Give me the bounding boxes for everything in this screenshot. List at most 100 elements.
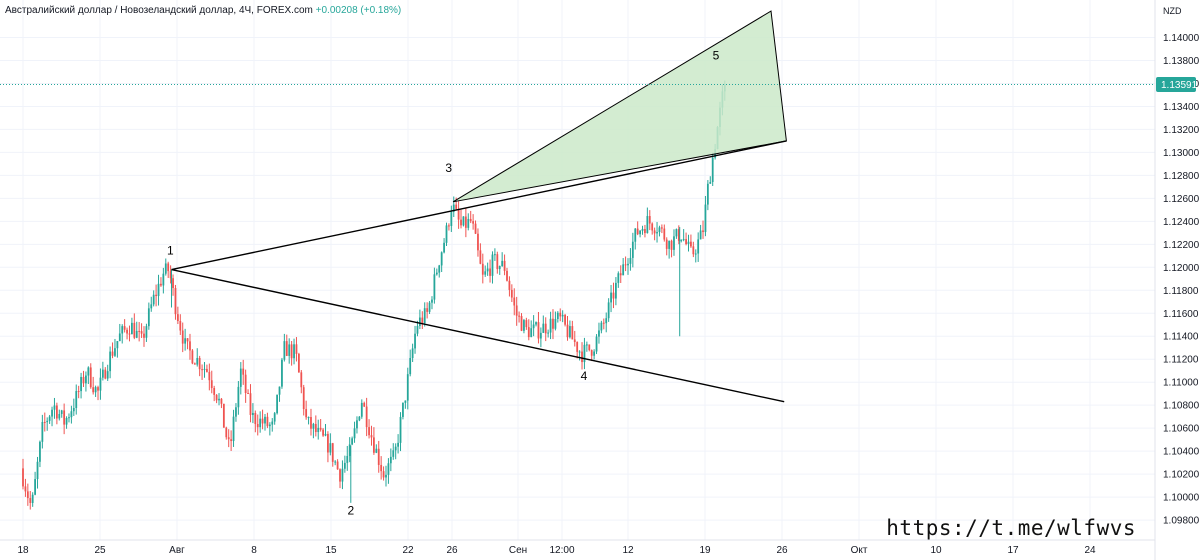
candle-body [70, 411, 73, 418]
candle-body [414, 333, 416, 349]
time-tick-label: 19 [699, 545, 711, 556]
candle-body [329, 443, 332, 453]
candle-body [235, 407, 237, 417]
candle-body [87, 367, 90, 376]
candle-body [663, 228, 666, 240]
candle-body [702, 230, 704, 233]
candle-body [184, 338, 187, 344]
candle-body [307, 417, 310, 419]
price-tick-label: 1.12400 [1163, 217, 1200, 228]
candle-body [590, 350, 593, 356]
candle-body [445, 225, 448, 243]
candle-body [300, 372, 303, 388]
candle-body [673, 236, 675, 250]
lower-trend-line [171, 268, 785, 403]
candle-body [290, 344, 293, 359]
candle-body [513, 297, 516, 306]
candle-body [77, 391, 80, 393]
candle-body [539, 332, 542, 339]
candle-body [143, 333, 145, 338]
candle-body [610, 292, 612, 303]
wave-label-5: 5 [713, 48, 720, 62]
candle-body [472, 221, 475, 224]
candle-body [392, 450, 395, 457]
candle-body [206, 368, 208, 372]
candle-body [399, 416, 402, 443]
candle-body [697, 239, 700, 254]
price-axis[interactable]: 1.09800 1.10000 1.10200 1.10400 1.10600 1.108… [1154, 0, 1200, 560]
candle-body [619, 273, 622, 276]
candle-body [201, 369, 203, 371]
candle-body [297, 353, 300, 373]
candle-body [327, 433, 329, 453]
candle-body [116, 341, 119, 349]
candle-body [218, 398, 220, 401]
candle-body [104, 369, 107, 379]
time-tick-label: 25 [94, 545, 106, 556]
candle-body [573, 339, 576, 343]
candle-body [615, 282, 617, 299]
price-change: +0.00208 (+0.18%) [315, 5, 402, 16]
candle-body [138, 330, 141, 332]
candle-body [60, 410, 63, 414]
candle-body [230, 439, 233, 442]
candle-body [561, 314, 564, 317]
candle-body [256, 424, 259, 428]
candle-body [126, 329, 128, 334]
candle-body [302, 387, 305, 410]
candle-body [203, 368, 206, 370]
candle-body [547, 332, 550, 334]
candle-body [283, 341, 286, 360]
candle-body [208, 371, 211, 381]
candle-body [612, 292, 615, 299]
candle-body [324, 433, 327, 436]
candle-body [285, 341, 288, 356]
candle-body [373, 437, 375, 453]
candle-body [169, 271, 172, 279]
candle-body [486, 268, 489, 272]
candle-body [520, 316, 523, 331]
candle-body [438, 265, 441, 273]
candle-body [101, 369, 104, 378]
candle-body [242, 368, 245, 375]
candle-body [380, 464, 383, 472]
time-tick-label: 26 [776, 545, 788, 556]
candle-body [605, 318, 608, 324]
candle-body [631, 241, 634, 258]
candle-body [462, 216, 465, 226]
candle-body [651, 223, 654, 231]
candle-body [331, 443, 334, 462]
time-tick-label: 12 [622, 545, 634, 556]
candle-body [237, 386, 240, 408]
candle-body [564, 314, 566, 325]
candle-body [404, 400, 407, 403]
time-axis[interactable]: 18 25 Авг 8 15 22 26 Сен 12:00 12 19 26 Окт 10 17 24 [0, 539, 1155, 556]
candle-body [336, 461, 339, 470]
candle-body [556, 312, 559, 320]
candle-body [685, 239, 687, 245]
candle-body [41, 421, 44, 442]
candle-body [213, 388, 216, 395]
candle-body [552, 318, 554, 329]
candle-body [489, 268, 491, 276]
candle-body [535, 322, 537, 325]
candle-body [690, 241, 692, 247]
candle-body [402, 402, 404, 417]
time-tick-label: 15 [325, 545, 337, 556]
candle-body [109, 351, 112, 372]
candle-body [658, 227, 661, 233]
candle-body [409, 358, 412, 375]
wave-label-1: 1 [167, 244, 174, 258]
candle-body [498, 266, 501, 270]
candle-body [559, 312, 562, 317]
candle-body [176, 314, 179, 322]
candle-body [99, 377, 102, 391]
candle-body [89, 367, 92, 388]
candle-body [503, 260, 506, 271]
candle-body [375, 448, 378, 453]
candle-body [455, 204, 458, 209]
candle-body [431, 299, 433, 303]
candle-body [191, 350, 194, 364]
price-tick-label: 1.13400 [1163, 102, 1200, 113]
